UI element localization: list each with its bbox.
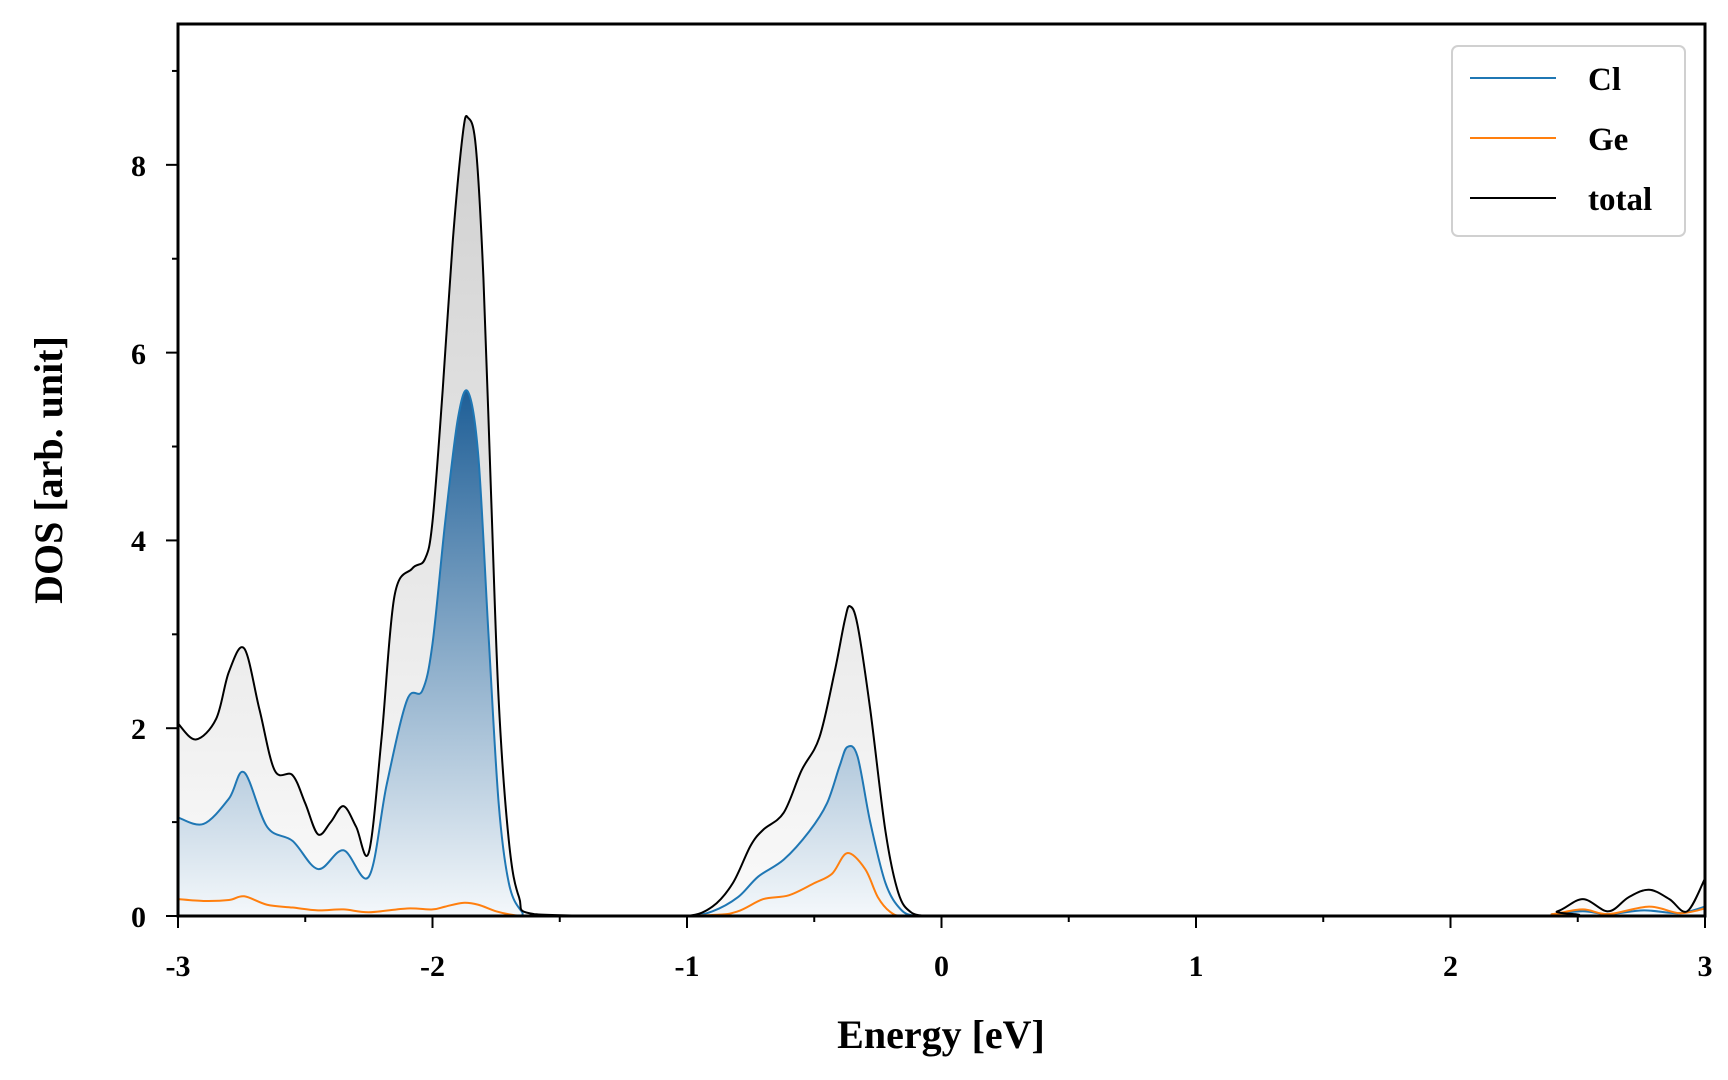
cl-series-line [178,389,1705,916]
x-tick-label-6: 3 [1698,950,1713,983]
cl-area-fill [178,390,1705,916]
legend-total-label: total [1588,182,1652,218]
x-tick-label-1: -2 [420,950,445,983]
y-tick-label-3: 6 [131,338,146,371]
x-axis-label: Energy [eV] [837,1012,1045,1057]
legend-ge-label: Ge [1588,122,1628,158]
x-tick-label-4: 1 [1189,950,1204,983]
x-tick-label-2: -1 [675,950,700,983]
legend: Cl Ge total [1451,45,1686,237]
x-tick-label-3: 0 [934,950,949,983]
y-axis-label: DOS [arb. unit] [26,336,71,604]
total-series-line [178,114,1705,916]
axis-ticks [166,69,1706,928]
legend-cl-label: Cl [1588,62,1621,98]
y-tick-label-4: 8 [131,150,146,183]
legend-box [1451,45,1686,237]
total-area-fill [178,115,1705,916]
y-tick-label-0: 0 [131,901,146,934]
x-tick-label-5: 2 [1443,950,1458,983]
y-tick-label-1: 2 [131,713,146,746]
x-tick-label-0: -3 [166,950,191,983]
y-tick-label-2: 4 [131,525,146,558]
